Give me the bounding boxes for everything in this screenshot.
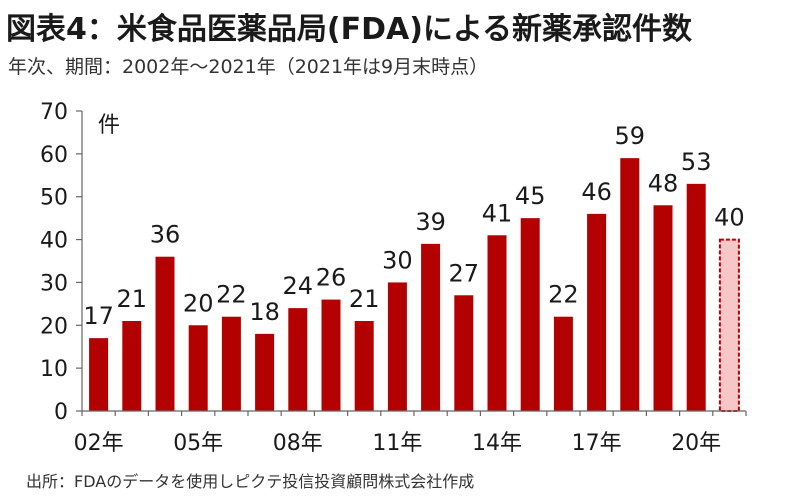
bar (321, 299, 341, 411)
x-tick-label: 02年 (74, 431, 124, 456)
x-tick-label: 11年 (372, 431, 422, 456)
chart-subtitle: 年次、期間：2002年～2021年（2021年は9月末時点） (8, 56, 489, 78)
bar-partial-year (718, 238, 740, 412)
y-tick-label: 50 (40, 186, 68, 211)
y-tick-label: 60 (40, 143, 68, 168)
y-tick-label: 30 (40, 271, 68, 296)
bar-value-label: 22 (548, 281, 579, 309)
y-tick-label: 40 (40, 229, 68, 254)
y-tick-label: 0 (54, 400, 68, 425)
bar-value-label: 41 (482, 199, 513, 227)
bar (520, 218, 540, 411)
bar (553, 316, 573, 411)
source-note: 出所：FDAのデータを使用しピクテ投信投資顧問株式会社作成 (26, 472, 475, 491)
bar-value-label: 26 (316, 264, 347, 292)
y-tick-label: 10 (40, 357, 68, 382)
x-tick-label: 20年 (671, 431, 721, 456)
bars (89, 158, 740, 412)
x-tick-label: 05年 (173, 431, 223, 456)
bar (255, 333, 275, 411)
bar-value-label: 20 (183, 289, 214, 317)
bar (686, 183, 706, 411)
x-tick-label: 17年 (572, 431, 622, 456)
bar (454, 295, 474, 411)
bar (587, 213, 607, 411)
bar-value-label: 53 (681, 148, 712, 176)
bar-value-label: 36 (150, 221, 181, 249)
bar (653, 205, 673, 411)
bar (89, 338, 109, 411)
bar (155, 256, 175, 411)
bar (288, 308, 308, 411)
x-axis: 02年 05年 08年 11年 14年 17年 20年 (74, 410, 747, 456)
bar (487, 235, 507, 411)
bar-value-label: 27 (449, 259, 480, 287)
bar-value-label: 59 (615, 122, 646, 150)
x-tick-label: 14年 (472, 431, 522, 456)
x-tick-label: 08年 (273, 431, 323, 456)
y-axis: 0 10 20 30 40 50 60 70 (40, 100, 83, 425)
y-axis-unit-label: 件 (98, 113, 120, 138)
bar (387, 282, 407, 411)
y-tick-label: 20 (40, 314, 68, 339)
bar-value-label: 30 (382, 246, 413, 274)
y-tick-label: 70 (40, 100, 68, 125)
bar-value-label: 39 (415, 208, 446, 236)
bar (421, 243, 441, 411)
bar-value-label: 46 (581, 178, 612, 206)
bar (221, 316, 241, 411)
bar-value-label: 21 (349, 285, 380, 313)
bar (354, 321, 374, 411)
chart-title: 図表4：米食品医薬品局(FDA)による新薬承認件数 (6, 12, 693, 47)
bar-value-label: 17 (83, 302, 114, 330)
bar (122, 321, 142, 411)
bar-value-label: 24 (283, 272, 314, 300)
bar-value-label: 18 (249, 298, 280, 326)
bar (188, 325, 208, 411)
bar (620, 158, 640, 411)
bar-value-label: 21 (117, 285, 148, 313)
bar-value-label: 48 (648, 169, 679, 197)
bar-value-label: 40 (714, 204, 745, 232)
bar-value-label: 22 (216, 281, 247, 309)
bar-value-label: 45 (515, 182, 546, 210)
